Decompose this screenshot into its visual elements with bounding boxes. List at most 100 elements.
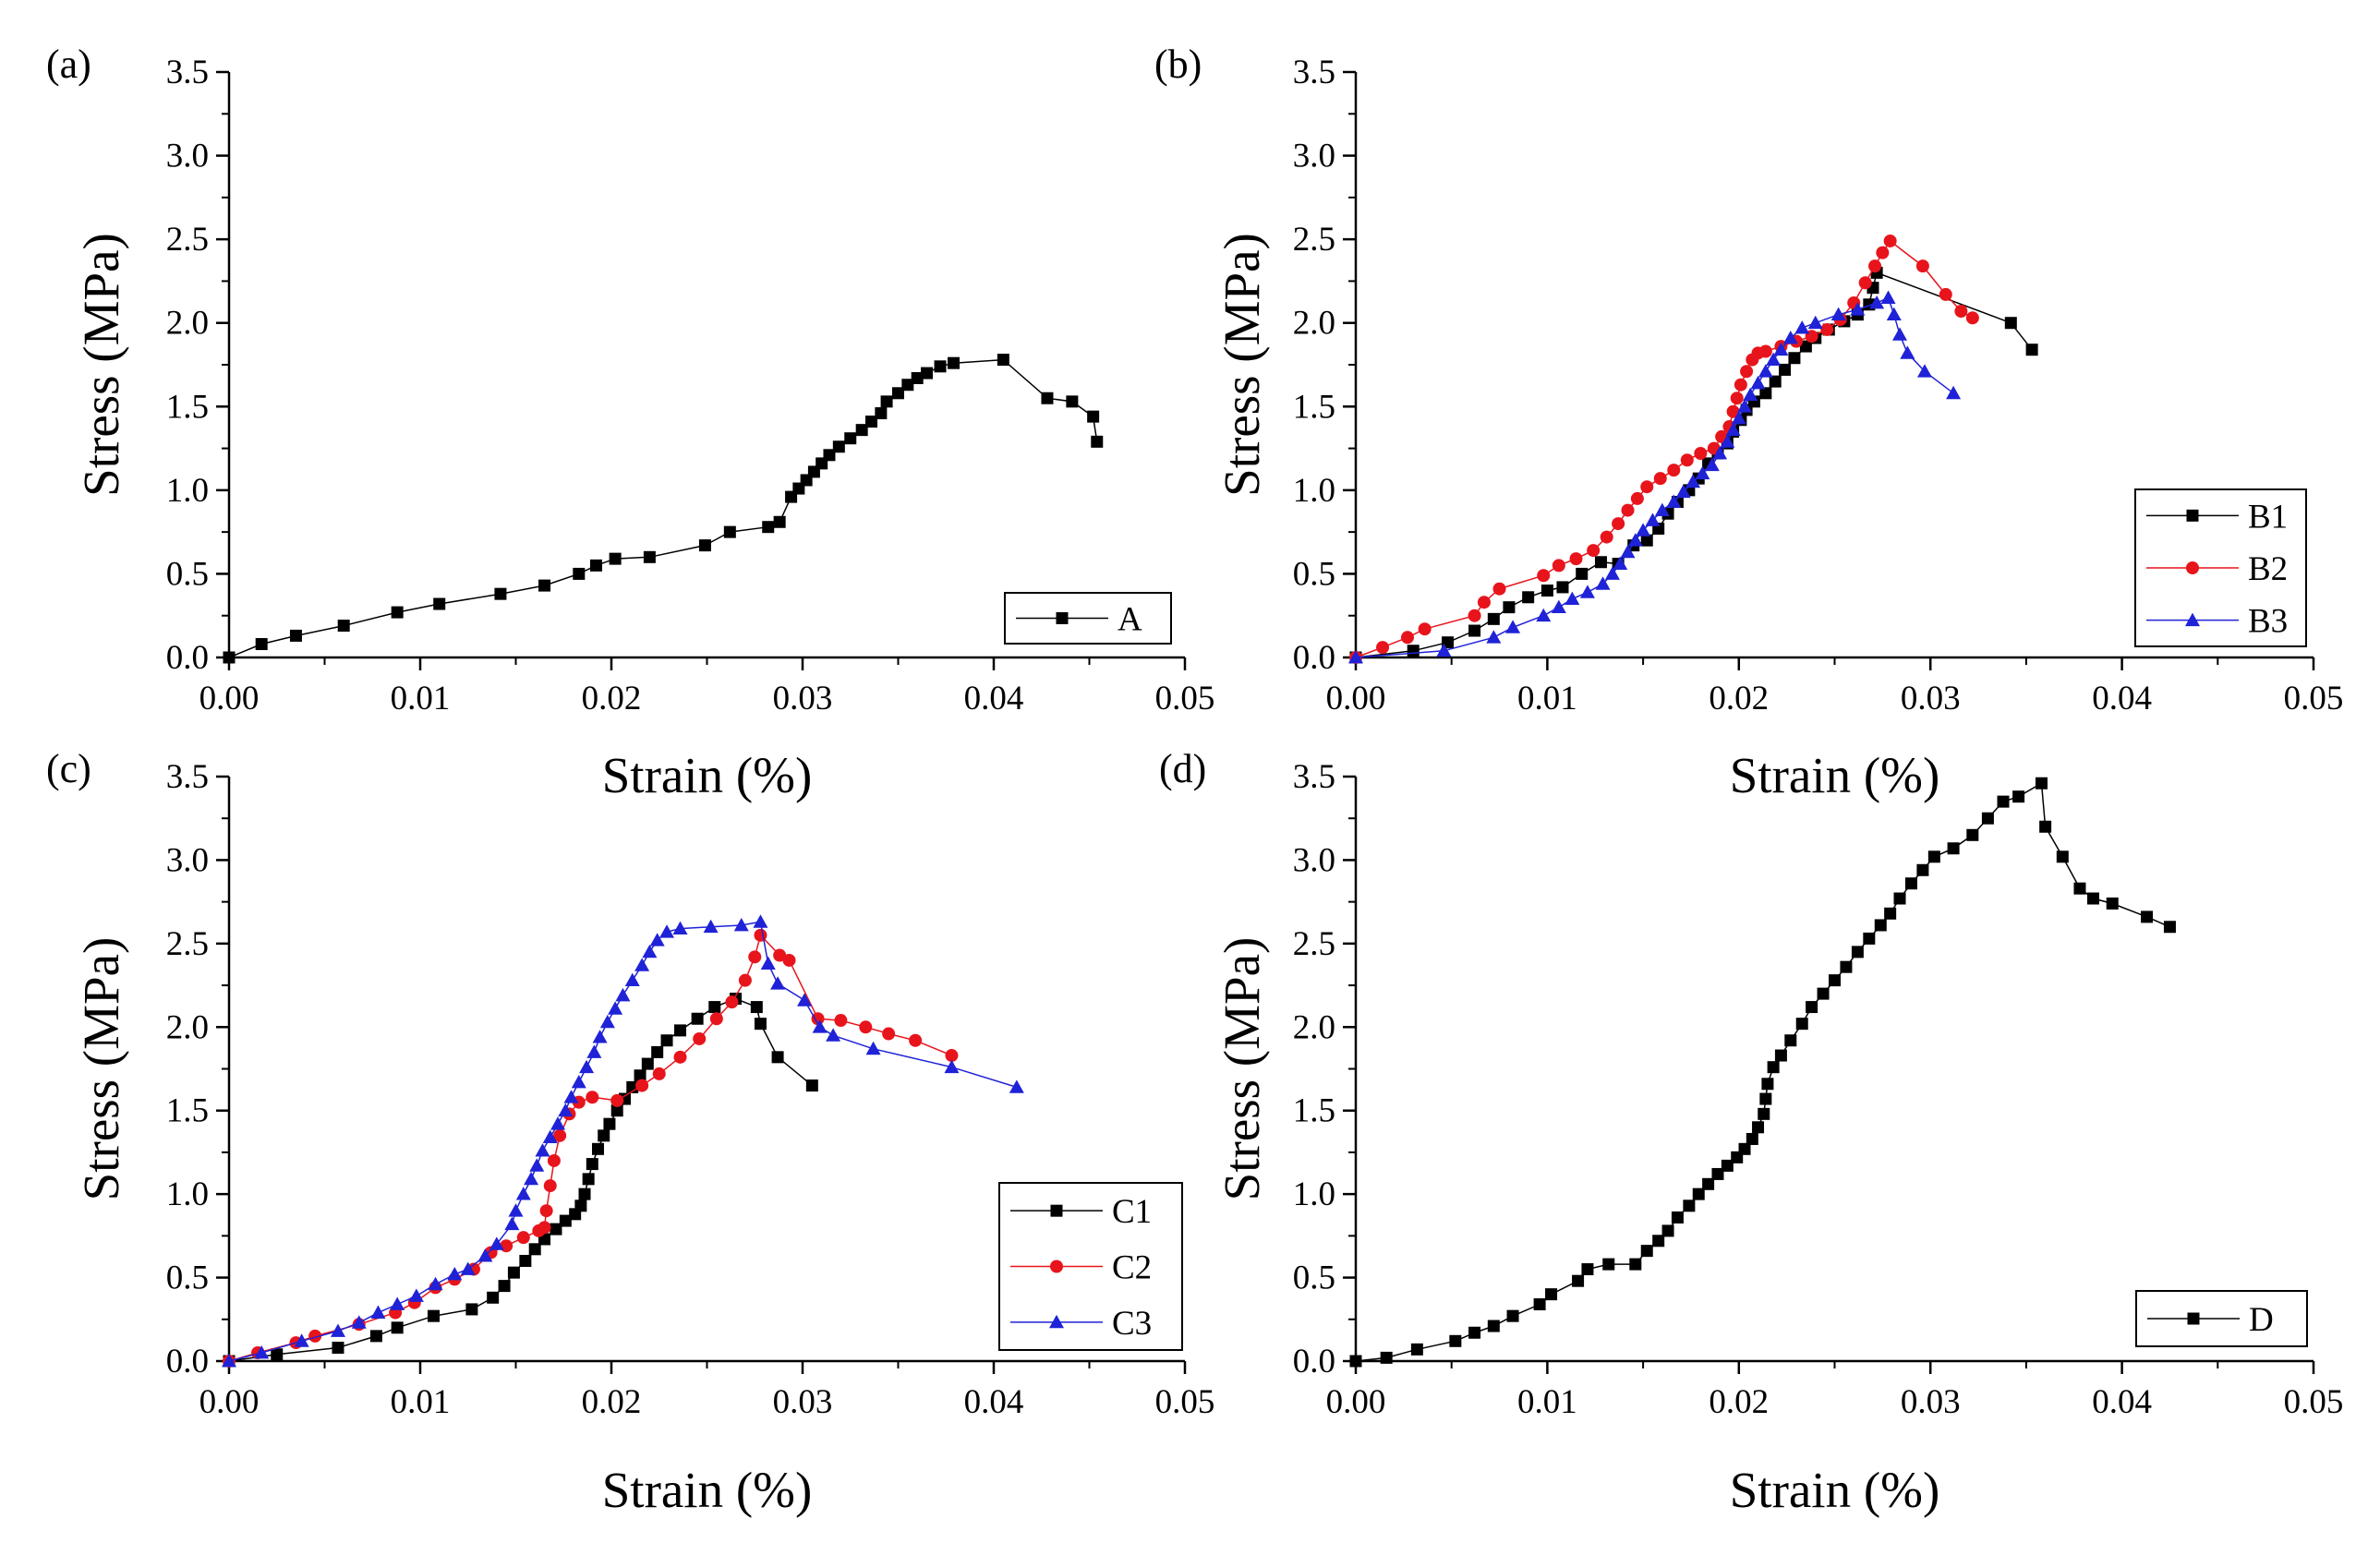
data-point	[1939, 287, 1952, 301]
data-point	[1349, 1355, 1362, 1368]
x-tick-label: 0.05	[2284, 1383, 2344, 1421]
y-tick-label: 1.0	[1293, 1175, 1335, 1213]
y-tick-label: 2.0	[166, 305, 209, 343]
data-point	[634, 1069, 646, 1082]
data-point	[2163, 921, 2176, 934]
data-point	[603, 1117, 616, 1130]
data-point	[460, 1261, 476, 1275]
data-point	[592, 1030, 608, 1043]
data-point	[1545, 1288, 1558, 1301]
x-axis-label: Strain (%)	[602, 1462, 813, 1518]
y-tick-label: 1.5	[166, 388, 209, 426]
data-point	[2086, 892, 2099, 905]
data-point	[507, 1266, 520, 1279]
data-point	[880, 395, 893, 408]
data-point	[433, 597, 446, 610]
data-point	[754, 928, 767, 942]
data-point	[660, 1034, 673, 1047]
data-point	[1725, 422, 1741, 437]
data-point	[1376, 641, 1390, 655]
series-b1	[1349, 266, 2038, 664]
data-point	[805, 1079, 818, 1092]
data-point	[911, 371, 924, 384]
data-point	[1407, 645, 1420, 657]
data-point	[599, 1014, 615, 1029]
data-point	[1773, 342, 1789, 356]
panel-a: 0.0 0.5 1.0 1.5 2.0 2.5 3.0 3.5 0.00 0.01 0.02 0.03…	[46, 42, 1214, 803]
data-point	[498, 1280, 511, 1293]
data-point	[370, 1305, 386, 1319]
data-point	[1863, 932, 1876, 945]
x-tick-label: 0.01	[1517, 1383, 1577, 1421]
data-point	[1954, 305, 1968, 319]
x-tick-label: 0.00	[1326, 680, 1386, 717]
y-axis-label: Stress (MPa)	[73, 233, 129, 497]
data-point	[1740, 365, 1754, 379]
data-point	[519, 1254, 532, 1267]
data-point	[738, 973, 752, 987]
data-point	[1820, 322, 1834, 336]
data-point	[1503, 601, 1516, 614]
data-point	[1410, 1343, 1423, 1356]
data-point	[559, 1214, 572, 1227]
data-point	[1587, 544, 1601, 558]
x-tick-label: 0.03	[773, 1383, 833, 1421]
data-point	[1629, 1258, 1642, 1271]
data-point	[1807, 315, 1823, 330]
y-tick-label: 2.5	[166, 221, 209, 259]
data-point	[723, 525, 736, 538]
data-point	[589, 559, 602, 572]
data-point	[500, 1239, 513, 1253]
data-point	[1869, 295, 1885, 309]
x-tick-label: 0.02	[1709, 680, 1769, 717]
x-tick-label: 0.05	[2284, 680, 2344, 717]
data-point	[1761, 1078, 1774, 1091]
series-c3	[222, 914, 1024, 1368]
x-tick-label: 0.04	[2092, 1383, 2152, 1421]
data-point	[1594, 556, 1607, 569]
data-point	[1886, 307, 1902, 321]
data-point	[773, 948, 787, 962]
data-point	[1613, 556, 1628, 570]
data-point	[1436, 643, 1452, 657]
data-point	[1883, 234, 1897, 247]
data-point	[652, 1067, 666, 1080]
data-point	[294, 1333, 309, 1347]
data-point	[1640, 534, 1653, 547]
y-axis-label: Stress (MPa)	[73, 937, 129, 1201]
y-tick-label: 3.5	[166, 758, 209, 796]
panel-b: 0.0 0.5 1.0 1.5 2.0 2.5 3.0 3.5 0.00 0.01 0.02 0.03…	[1154, 42, 2343, 803]
data-point	[1400, 631, 1414, 645]
x-tick-label: 0.04	[964, 680, 1024, 717]
y-tick-label: 3.5	[1293, 758, 1335, 796]
x-tick-label: 0.03	[1901, 680, 1961, 717]
data-point	[553, 1128, 567, 1142]
y-tick-label: 3.5	[166, 54, 209, 91]
data-point	[693, 1031, 707, 1045]
series-b3	[1348, 290, 1962, 664]
y-tick-label: 1.0	[166, 1175, 209, 1213]
data-point	[1522, 591, 1535, 604]
data-point	[826, 1028, 841, 1042]
data-point	[1671, 1211, 1684, 1224]
data-point	[1091, 435, 1104, 448]
y-tick-label: 1.5	[1293, 1092, 1335, 1130]
data-point	[428, 1276, 443, 1291]
data-point	[1468, 624, 1481, 637]
data-point	[708, 1001, 721, 1014]
data-point	[1348, 650, 1363, 664]
data-point	[1874, 919, 1887, 932]
data-point	[1799, 340, 1812, 353]
data-point	[524, 1171, 539, 1186]
data-point	[703, 919, 719, 934]
series-line	[1355, 271, 2033, 658]
data-point	[1884, 907, 1897, 920]
data-point	[582, 1173, 595, 1186]
data-point	[733, 917, 749, 932]
data-point	[2056, 850, 2069, 863]
y-tick-label: 3.0	[166, 841, 209, 879]
data-point	[1750, 375, 1766, 390]
data-point	[934, 360, 947, 373]
y-tick-label: 3.0	[1293, 841, 1335, 879]
legend-label: A	[1118, 601, 1142, 639]
